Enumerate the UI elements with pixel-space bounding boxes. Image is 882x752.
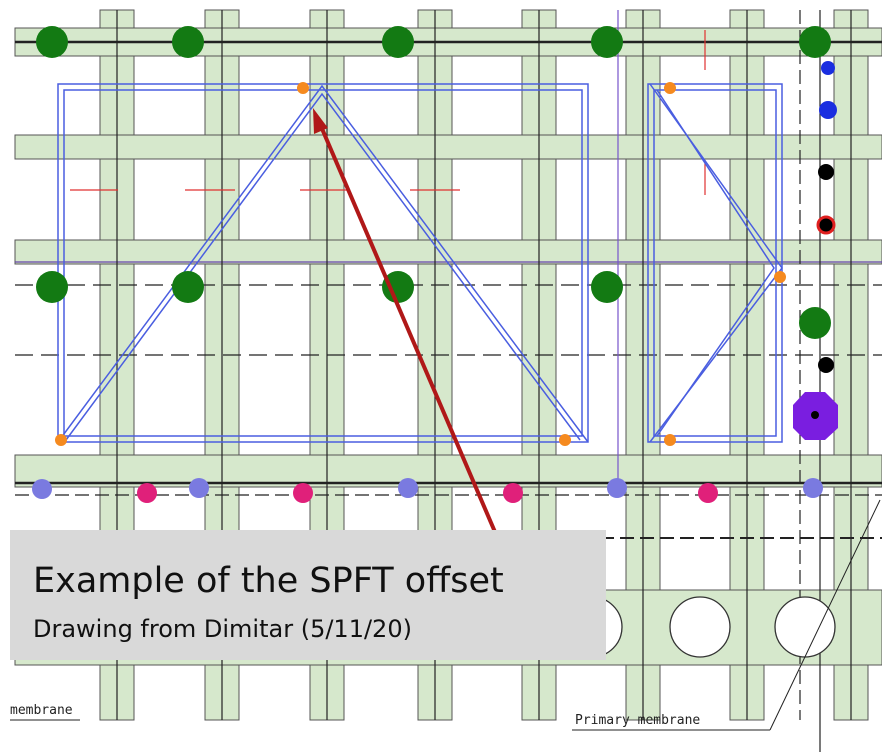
- row-dots: [32, 478, 823, 503]
- caption-box: [10, 530, 606, 660]
- caption-subtitle: Drawing from Dimitar (5/11/20): [33, 615, 412, 643]
- label-primary: Primary membrane: [575, 713, 700, 728]
- label-membrane: membrane: [10, 703, 73, 718]
- spft-outlines: [57, 83, 783, 443]
- red-marks: [70, 30, 706, 195]
- arrow: [313, 108, 497, 533]
- caption-title: Example of the SPFT offset: [33, 561, 504, 601]
- side-dots: [793, 61, 838, 440]
- leader: [10, 499, 881, 731]
- orange-dots: [55, 82, 786, 446]
- green-dots: [36, 26, 831, 339]
